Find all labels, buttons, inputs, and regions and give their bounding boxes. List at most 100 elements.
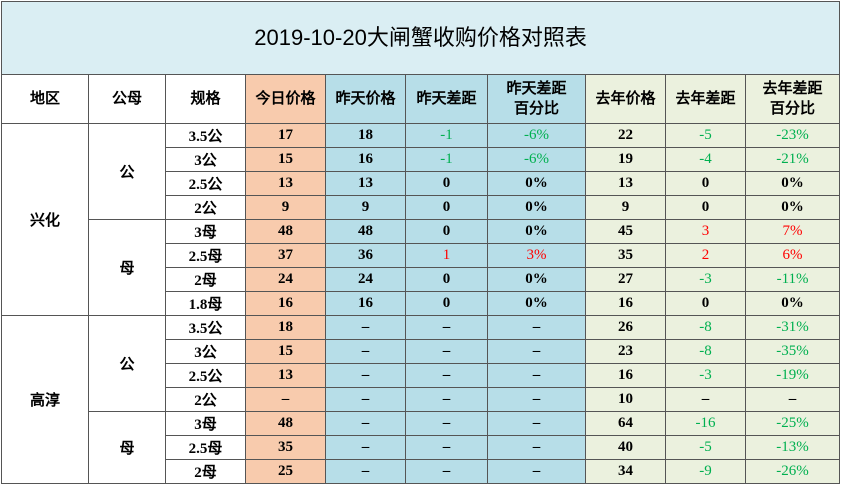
gender-cell: 公 [88,315,166,412]
header-cell: 今日价格 [245,74,326,124]
value-cell: 35 [245,435,326,460]
spec-cell: 3公 [165,339,246,364]
value-cell: – [405,315,488,340]
data-row: 2.5公 13– – –16 -3 -19% [2,363,841,388]
value-cell: 34 [585,459,666,484]
value-cell: 24 [325,267,406,292]
value-cell: 13 [245,363,326,388]
value-cell: 0% [487,267,586,292]
gender-cell: 母 [88,411,166,484]
value-cell: – [405,387,488,412]
value-cell: – [487,363,586,388]
value-cell: -26% [744,459,841,484]
header-cell: 公母 [88,74,166,124]
header-cell: 去年差距 百分比 [744,74,841,124]
data-row: 2.5公 13 13 0 0% 13 0 0% [2,171,841,196]
value-cell: 18 [245,315,326,340]
value-cell: – [487,339,586,364]
title-row: 2019-10-20大闸蟹收购价格对照表 [0,1,841,75]
value-cell: 37 [245,243,326,268]
spec-cell: 3.5公 [165,315,246,340]
value-cell: – [325,363,406,388]
header-cell: 昨天价格 [325,74,406,124]
value-cell: 23 [585,339,666,364]
value-cell: 0 [665,291,746,316]
value-cell: 24 [245,267,326,292]
value-cell: -13% [744,435,841,460]
header-cell: 昨天差距 百分比 [487,74,586,124]
spec-cell: 2母 [165,267,246,292]
value-cell: – [487,411,586,436]
region-cell: 兴化 [1,123,89,316]
value-cell: 9 [325,195,406,220]
value-cell: 16 [245,291,326,316]
value-cell: 3% [487,243,586,268]
value-cell: -23% [744,123,841,148]
data-row: 2母 24 24 0 0% 27 -3 -11% [2,267,841,292]
value-cell: – [325,339,406,364]
value-cell: – [325,315,406,340]
value-cell: – [487,435,586,460]
value-cell: 16 [325,291,406,316]
value-cell: 40 [585,435,666,460]
value-cell: 9 [245,195,326,220]
value-cell: 0% [487,219,586,244]
value-cell: -9 [665,459,746,484]
value-cell: -19% [744,363,841,388]
value-cell: 22 [585,123,666,148]
value-cell: 7% [744,219,841,244]
data-row: 2公 – – – –10– – [2,387,841,412]
value-cell: 25 [245,459,326,484]
value-cell: 16 [585,363,666,388]
value-cell: 64 [585,411,666,436]
value-cell: 0 [405,219,488,244]
value-cell: 15 [245,147,326,172]
header-cell: 规格 [165,74,246,124]
value-cell: 10 [585,387,666,412]
value-cell: 35 [585,243,666,268]
value-cell: 26 [585,315,666,340]
spec-cell: 3母 [165,411,246,436]
value-cell: – [325,411,406,436]
value-cell: -6% [487,123,586,148]
spec-cell: 2母 [165,459,246,484]
value-cell: 0% [744,291,841,316]
data-row: 2.5母 35– – –40 -5 -13% [2,435,841,460]
value-cell: 0 [405,195,488,220]
header-row: 地区 公母 规格 今日价格 昨天价格 昨天差距 昨天差距 百分比 去年价格 去年差距 去年差距 百… [1,74,841,124]
value-cell: 16 [585,291,666,316]
value-cell: 18 [325,123,406,148]
value-cell: 17 [245,123,326,148]
value-cell: – [487,459,586,484]
value-cell: 3 [665,219,746,244]
value-cell: -8 [665,315,746,340]
data-row: 兴化公 3.5公 17 18 -1 -6% 22 -5 -23% [1,123,841,316]
value-cell: 48 [325,219,406,244]
data-row: 2母 25– – –34 -9 -26% [2,459,841,484]
header-cell: 去年差距 [665,74,746,124]
value-cell: -11% [744,267,841,292]
value-cell: 27 [585,267,666,292]
value-cell: -3 [665,267,746,292]
value-cell: 0 [405,267,488,292]
data-row: 母 3母 48– – –64 -16 -25% [2,411,841,484]
value-cell: -5 [665,435,746,460]
value-cell: 1 [405,243,488,268]
value-cell: 13 [245,171,326,196]
value-cell: – [665,387,746,412]
header-cell: 去年价格 [585,74,666,124]
spec-cell: 2.5母 [165,435,246,460]
value-cell: 2 [665,243,746,268]
value-cell: -5 [665,123,746,148]
value-cell: -3 [665,363,746,388]
value-cell: 36 [325,243,406,268]
region-cell: 高淳 [1,315,89,484]
value-cell: 48 [245,219,326,244]
spec-cell: 1.8母 [165,291,246,316]
value-cell: 15 [245,339,326,364]
spec-cell: 2.5公 [165,363,246,388]
value-cell: 13 [585,171,666,196]
spec-cell: 2.5母 [165,243,246,268]
